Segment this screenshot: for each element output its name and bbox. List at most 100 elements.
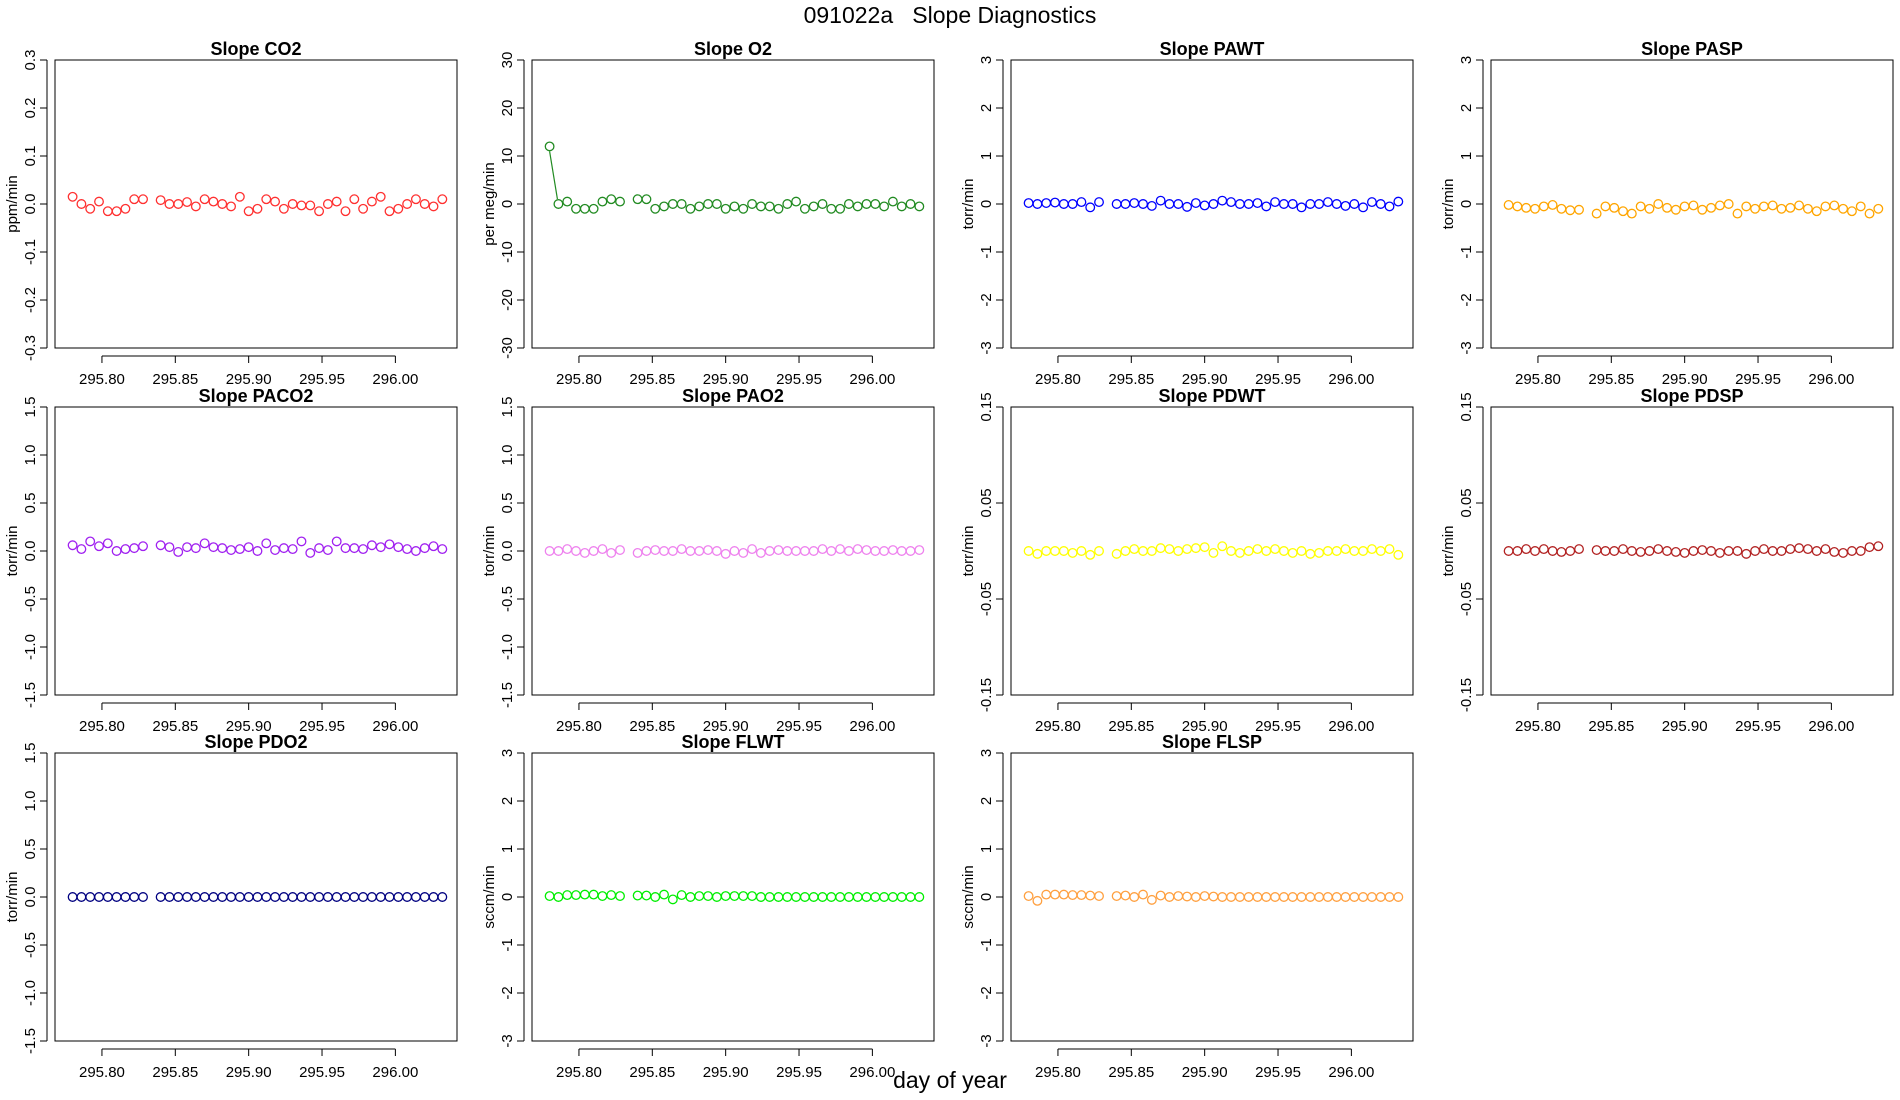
data-point — [1600, 201, 1611, 212]
data-point — [1199, 200, 1210, 211]
data-point — [1635, 547, 1646, 557]
x-tick-label: 295.85 — [1108, 1064, 1154, 1081]
y-tick-label: -30 — [499, 337, 516, 359]
data-point — [720, 891, 731, 901]
data-point — [182, 542, 192, 553]
data-point — [667, 894, 678, 905]
data-point — [1340, 544, 1351, 555]
data-point — [331, 196, 342, 207]
data-point — [1767, 200, 1778, 211]
data-point — [1829, 200, 1840, 211]
data-point — [1252, 892, 1263, 902]
data-point — [632, 194, 643, 205]
chart-slope-o2: Slope O2 295.80 295.85 295.90 295.95 296.00 -3… — [481, 39, 935, 388]
data-point — [1287, 547, 1298, 558]
y-tick-label: 0.15 — [1458, 392, 1475, 421]
y-tick-label: 1.0 — [499, 445, 516, 466]
y-tick-label: -2 — [978, 986, 995, 999]
data-point — [331, 892, 342, 902]
data-point — [641, 546, 652, 556]
data-point — [190, 543, 201, 554]
data-point — [1032, 199, 1043, 209]
data-point — [1155, 195, 1166, 206]
x-tick-label: 295.90 — [226, 1064, 272, 1081]
data-point — [1591, 208, 1602, 219]
data-point — [887, 196, 898, 207]
data-point — [1278, 892, 1289, 902]
data-point — [270, 892, 281, 902]
x-tick-label: 296.00 — [372, 718, 418, 735]
data-point — [340, 892, 351, 902]
y-tick-label: 0.2 — [22, 98, 39, 119]
data-point — [1653, 544, 1664, 555]
y-tick-label: 0.1 — [22, 146, 39, 167]
data-point — [155, 892, 166, 902]
data-point — [1750, 203, 1761, 214]
data-point — [1208, 547, 1219, 558]
data-point — [129, 194, 140, 205]
data-point — [1349, 199, 1360, 209]
data-point — [402, 199, 413, 209]
x-tick-label: 295.90 — [1662, 371, 1708, 388]
y-axis-label: torr/min — [4, 526, 21, 577]
data-point — [579, 889, 590, 900]
data-point — [1776, 203, 1787, 214]
data-point — [1741, 548, 1752, 559]
x-tick-label: 295.80 — [1035, 371, 1081, 388]
y-axis-label: torr/min — [481, 526, 498, 577]
data-point — [1331, 199, 1342, 209]
y-tick-label: 0.0 — [499, 541, 516, 562]
data-point — [755, 547, 766, 558]
data-point — [366, 892, 377, 902]
data-point — [764, 546, 775, 556]
data-point — [799, 203, 810, 214]
data-point — [791, 546, 802, 556]
data-point — [808, 892, 819, 902]
y-tick-label: -0.05 — [978, 582, 995, 616]
data-point — [208, 196, 219, 207]
data-point — [349, 194, 360, 205]
y-tick-label: 3 — [978, 56, 995, 64]
data-point — [305, 892, 316, 902]
data-point — [1146, 200, 1157, 211]
y-tick-label: -3 — [978, 1034, 995, 1047]
data-point — [597, 544, 608, 555]
data-point — [879, 201, 890, 212]
x-tick-label: 295.90 — [1182, 371, 1228, 388]
data-point — [1023, 546, 1034, 556]
data-point — [1120, 546, 1131, 556]
data-point — [1076, 197, 1087, 208]
plot-frame — [531, 406, 935, 696]
data-point — [410, 892, 421, 902]
x-tick-label: 295.95 — [299, 718, 345, 735]
data-point — [606, 890, 617, 901]
data-point — [261, 892, 272, 902]
data-point — [138, 194, 148, 205]
data-point — [720, 203, 731, 214]
data-point — [1538, 544, 1549, 555]
data-point — [571, 890, 581, 901]
data-point — [199, 892, 210, 902]
data-point — [817, 544, 828, 555]
data-point — [1358, 546, 1369, 556]
data-point — [384, 206, 395, 217]
data-point — [1041, 198, 1052, 208]
data-point — [393, 542, 404, 553]
data-point — [1758, 544, 1769, 555]
data-point — [1618, 544, 1628, 555]
outlier-connector — [549, 151, 559, 200]
data-point — [1234, 892, 1245, 902]
data-point — [615, 545, 625, 555]
data-point — [1855, 201, 1866, 212]
y-tick-label: 0.0 — [22, 887, 39, 908]
data-point — [1208, 891, 1219, 902]
data-point — [1538, 201, 1549, 212]
x-tick-label: 295.95 — [776, 371, 822, 388]
x-tick-label: 295.85 — [152, 1064, 198, 1081]
plot-frame — [1490, 59, 1894, 349]
data-point — [826, 203, 837, 214]
x-tick-label: 295.90 — [703, 371, 749, 388]
data-point — [340, 543, 351, 554]
chart-slope-pdwt: Slope PDWT 295.80 295.85 295.90 295.95 296.00… — [960, 386, 1414, 735]
y-tick-label: 1.5 — [499, 397, 516, 418]
